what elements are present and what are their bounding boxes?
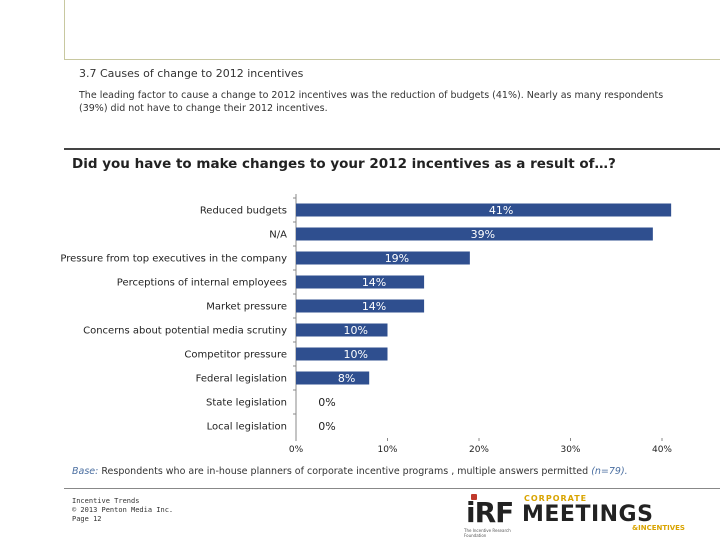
bar [296, 275, 425, 289]
irf-logo-text: iRF [466, 496, 514, 529]
category-label: Competitor pressure [184, 350, 287, 361]
logo-corporate-text: CORPORATE [524, 494, 588, 503]
category-label: Market pressure [206, 302, 287, 313]
x-tick-label: 20% [469, 445, 489, 455]
base-note-label: Base: [72, 466, 99, 477]
category-label: Concerns about potential media scrutiny [83, 326, 287, 337]
base-note: Base: Respondents who are in-house plann… [72, 466, 628, 477]
category-label: Local legislation [207, 422, 287, 433]
irf-logo-dot [471, 494, 477, 500]
footer-credits: Incentive Trends © 2013 Penton Media Inc… [72, 497, 173, 524]
x-tick-label: 30% [560, 445, 580, 455]
chart-title: Did you have to make changes to your 201… [72, 156, 616, 172]
category-label: N/A [269, 230, 287, 241]
bar-value-label: 19% [385, 252, 409, 265]
bar [296, 323, 388, 337]
header-vertical-rule [64, 0, 65, 60]
bar [296, 347, 388, 361]
bar-value-label: 10% [344, 324, 368, 337]
footer-line-2: © 2013 Penton Media Inc. [72, 506, 174, 514]
bar-value-label: 41% [489, 204, 513, 217]
bar [296, 227, 653, 241]
irf-logo: iRF The Incentive Research Foundation [462, 492, 518, 538]
irf-logo-subtitle: The Incentive Research Foundation [464, 528, 511, 538]
bar-value-label: 8% [338, 372, 355, 385]
category-label: State legislation [206, 398, 287, 409]
section-title: 3.7 Causes of change to 2012 incentives [79, 67, 304, 80]
x-tick-label: 40% [652, 445, 672, 455]
section-description: The leading factor to cause a change to … [79, 90, 664, 114]
bar-value-label: 10% [344, 348, 368, 361]
category-label: Perceptions of internal employees [117, 278, 287, 289]
logo-incentives-text: &INCENTIVES [632, 524, 685, 532]
x-tick-label: 10% [377, 445, 397, 455]
footer-line-1: Incentive Trends [72, 497, 140, 505]
category-label: Reduced budgets [200, 206, 287, 217]
bar [296, 251, 470, 265]
corporate-meetings-logo: CORPORATE MEETINGS &INCENTIVES [522, 494, 685, 534]
bar-value-label: 39% [471, 228, 495, 241]
footer-line-3: Page 12 [72, 515, 102, 523]
x-tick-label: 0% [289, 445, 304, 455]
header-horizontal-rule [64, 59, 720, 60]
bar-value-label: 14% [362, 300, 386, 313]
bar [296, 203, 672, 217]
footer-rule [64, 488, 720, 489]
category-label: Federal legislation [196, 374, 287, 385]
bar-value-label: 14% [362, 276, 386, 289]
logo-meetings-text: MEETINGS [522, 502, 654, 527]
base-note-text: Respondents who are in-house planners of… [98, 466, 592, 477]
category-label: Pressure from top executives in the comp… [60, 254, 287, 265]
bar-value-label: 0% [318, 396, 335, 409]
base-note-n: (n=79). [591, 466, 628, 477]
bar [296, 299, 425, 313]
bar [296, 371, 370, 385]
bar-value-label: 0% [318, 420, 335, 433]
